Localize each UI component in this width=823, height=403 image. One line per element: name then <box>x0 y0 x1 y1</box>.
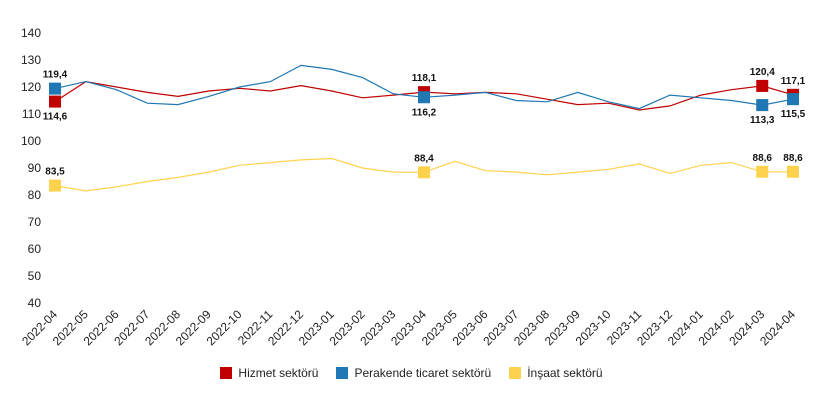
legend-item-perakende[interactable]: Perakende ticaret sektörü <box>336 366 491 380</box>
y-tick-label: 110 <box>22 107 41 121</box>
chart-area: 1401301201101009080706050402022-042022-0… <box>19 26 806 348</box>
legend-swatch-perakende <box>336 367 349 379</box>
y-tick-label: 90 <box>28 161 42 175</box>
data-label-0: 118,1 <box>412 73 437 84</box>
y-tick-label: 60 <box>28 242 42 256</box>
y-tick-label: 140 <box>21 26 41 40</box>
y-tick-label: 130 <box>21 53 41 67</box>
y-tick-label: 80 <box>28 188 42 202</box>
data-marker-1 <box>787 93 799 106</box>
y-tick-label: 100 <box>21 134 41 148</box>
data-label-1: 116,2 <box>412 107 437 118</box>
data-marker-1 <box>756 99 769 112</box>
y-tick-label: 40 <box>28 296 42 310</box>
data-label-1: 119,4 <box>43 70 68 81</box>
legend-item-hizmet[interactable]: Hizmet sektörü <box>220 366 318 380</box>
legend-label-perakende: Perakende ticaret sektörü <box>354 366 492 380</box>
legend-item-insaat[interactable]: İnşaat sektörü <box>509 366 603 380</box>
data-marker-2 <box>49 179 61 192</box>
y-tick-label: 120 <box>21 80 41 94</box>
data-marker-2 <box>418 166 430 179</box>
data-label-0: 114,6 <box>43 112 68 123</box>
data-label-0: 117,1 <box>781 76 806 87</box>
legend: Hizmet sektörü Perakende ticaret sektörü… <box>0 366 823 380</box>
data-marker-2 <box>787 165 799 178</box>
data-label-2: 83,5 <box>45 167 65 178</box>
data-label-2: 88,4 <box>414 153 434 164</box>
y-tick-label: 70 <box>28 215 42 229</box>
y-tick-label: 50 <box>28 269 42 283</box>
data-marker-0 <box>49 95 61 108</box>
legend-swatch-insaat <box>509 367 522 379</box>
data-marker-1 <box>49 82 61 95</box>
data-marker-0 <box>756 79 769 92</box>
data-marker-1 <box>418 91 430 104</box>
data-label-2: 88,6 <box>783 153 803 164</box>
data-label-1: 113,3 <box>750 115 775 126</box>
data-label-0: 120,4 <box>750 67 775 78</box>
legend-label-insaat: İnşaat sektörü <box>527 366 603 380</box>
data-marker-2 <box>756 165 769 178</box>
legend-label-hizmet: Hizmet sektörü <box>238 366 319 380</box>
data-label-1: 115,5 <box>781 109 806 120</box>
data-label-2: 88,6 <box>753 153 773 164</box>
legend-swatch-hizmet <box>220 367 233 379</box>
